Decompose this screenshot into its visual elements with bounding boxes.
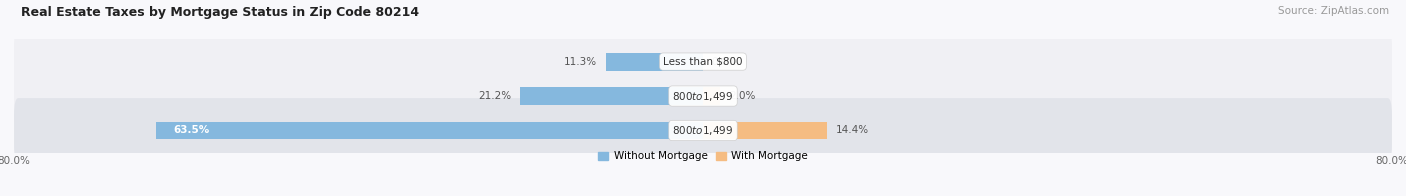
Text: $800 to $1,499: $800 to $1,499 [672,90,734,103]
Bar [606,53,703,71]
Bar [156,122,703,139]
Text: 63.5%: 63.5% [173,125,209,135]
Text: 2.0%: 2.0% [728,91,755,101]
Legend: Without Mortgage, With Mortgage: Without Mortgage, With Mortgage [598,151,808,161]
Bar [703,122,827,139]
Text: 11.3%: 11.3% [564,57,598,67]
FancyBboxPatch shape [14,29,1392,94]
Text: 21.2%: 21.2% [478,91,512,101]
Text: Real Estate Taxes by Mortgage Status in Zip Code 80214: Real Estate Taxes by Mortgage Status in … [21,6,419,19]
FancyBboxPatch shape [14,64,1392,128]
Bar [520,87,703,105]
Text: $800 to $1,499: $800 to $1,499 [672,124,734,137]
Bar [703,87,720,105]
FancyBboxPatch shape [14,98,1392,163]
Text: Less than $800: Less than $800 [664,57,742,67]
Text: 14.4%: 14.4% [835,125,869,135]
Text: Source: ZipAtlas.com: Source: ZipAtlas.com [1278,6,1389,16]
Text: 0.0%: 0.0% [711,57,738,67]
